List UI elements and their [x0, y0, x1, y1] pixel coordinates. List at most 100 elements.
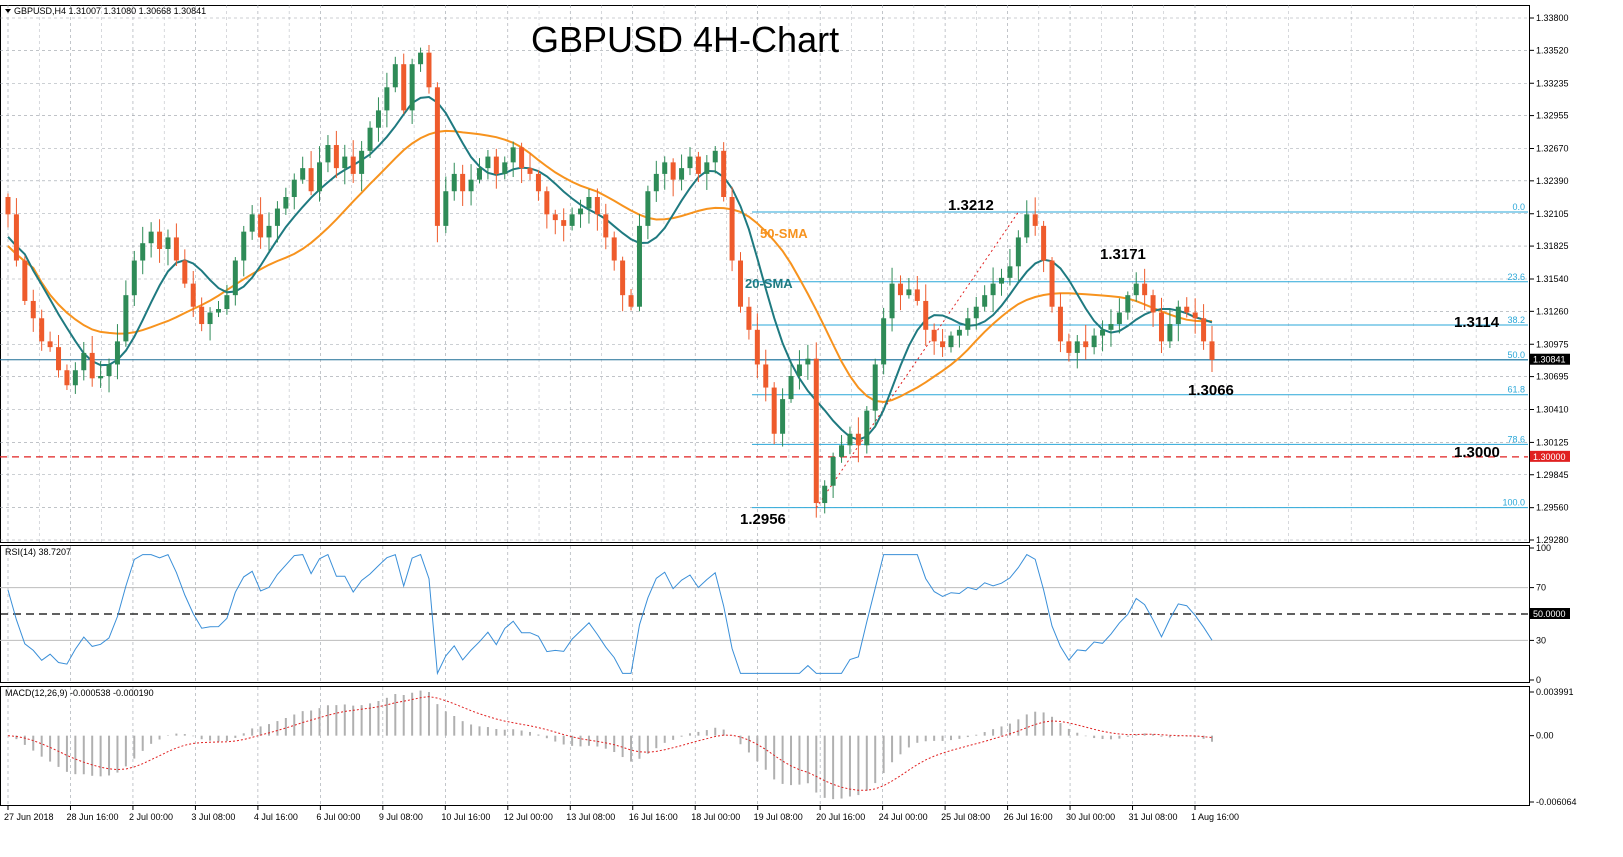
bear-candle — [746, 306, 752, 330]
bull-candle — [830, 456, 836, 486]
bear-candle — [39, 318, 45, 342]
bear-candle — [493, 156, 499, 174]
bull-candle — [98, 376, 104, 379]
bull-candle — [232, 260, 238, 296]
time-tick-label: 9 Jul 08:00 — [379, 812, 423, 822]
bull-candle — [375, 110, 381, 128]
price-tick-label: 1.30125 — [1536, 437, 1569, 447]
bull-candle — [872, 364, 878, 411]
fib-level-label: 0.0 — [1512, 202, 1525, 212]
level-price-tag: 1.30000 — [1530, 450, 1570, 462]
bear-candle — [721, 150, 727, 198]
bear-candle — [729, 197, 735, 261]
bear-candle — [914, 289, 920, 301]
bull-candle — [839, 445, 845, 457]
time-tick-label: 24 Jul 00:00 — [879, 812, 928, 822]
bull-candle — [443, 191, 449, 226]
level-layer — [0, 359, 1528, 458]
bull-candle — [1175, 306, 1181, 325]
bull-candle — [973, 306, 979, 319]
time-tick-label: 3 Jul 08:00 — [191, 812, 235, 822]
sma20-label: 20-SMA — [745, 276, 793, 291]
bull-candle — [704, 162, 710, 174]
bear-candle — [695, 156, 701, 174]
bull-candle — [283, 197, 289, 209]
time-tick-label: 10 Jul 16:00 — [441, 812, 490, 822]
time-tick-label: 4 Jul 16:00 — [254, 812, 298, 822]
bear-candle — [763, 364, 769, 388]
bull-candle — [864, 410, 870, 446]
bear-candle — [535, 173, 541, 192]
bull-candle — [847, 433, 853, 446]
bull-candle — [485, 156, 491, 169]
rsi-layer — [0, 553, 1528, 676]
bull-candle — [266, 225, 272, 238]
annotation-high-1-3212: 1.3212 — [948, 197, 994, 214]
time-tick-label: 16 Jul 16:00 — [629, 812, 678, 822]
time-tick-label: 18 Jul 00:00 — [691, 812, 740, 822]
price-tick-label: 1.31260 — [1536, 306, 1569, 316]
bull-candle — [990, 283, 996, 296]
time-tick-label: 13 Jul 08:00 — [566, 812, 615, 822]
bear-candle — [308, 168, 314, 192]
price-tick-label: 1.32105 — [1536, 209, 1569, 219]
bull-candle — [224, 295, 230, 310]
bull-candle — [780, 399, 786, 434]
fib-level-label: 38.2 — [1507, 315, 1525, 325]
bull-candle — [148, 231, 154, 244]
bear-candle — [931, 329, 937, 342]
bull-candle — [679, 168, 685, 180]
candle-layer — [5, 44, 1215, 518]
dropdown-triangle-icon — [5, 9, 11, 13]
bull-candle — [662, 162, 668, 174]
bear-candle — [855, 433, 861, 446]
bull-candle — [502, 162, 508, 174]
bull-candle — [468, 179, 474, 192]
bear-candle — [1066, 341, 1072, 353]
bull-candle — [207, 312, 213, 325]
bear-candle — [258, 214, 264, 238]
bull-candle — [300, 168, 306, 180]
axis-layer: 1.33800 1.33520 1.33235 1.32955 1.32670 1.323… — [4, 13, 1577, 822]
sma-layer — [7, 95, 1213, 441]
macd-tick-label: 0.003991 — [1536, 687, 1574, 697]
bull-candle — [384, 87, 390, 111]
bear-candle — [1192, 312, 1198, 319]
bear-candle — [199, 306, 205, 325]
bear-candle — [620, 260, 626, 296]
bull-candle — [409, 64, 415, 111]
bear-candle — [64, 370, 70, 386]
rsi-tick-label: 70 — [1536, 583, 1546, 593]
annotation-low-1-2956: 1.2956 — [740, 511, 786, 528]
bear-candle — [89, 352, 95, 379]
bull-candle — [325, 145, 331, 163]
current-price-tag-bg — [1530, 353, 1570, 365]
bull-candle — [215, 309, 221, 313]
current-price-tag-text: 1.30841 — [1533, 355, 1566, 365]
symbol-info-text: GBPUSD,H4 1.31007 1.31080 1.30668 1.3084… — [14, 6, 206, 16]
bull-candle — [418, 52, 424, 65]
bear-candle — [519, 147, 525, 169]
bear-candle — [5, 197, 11, 215]
bull-candle — [123, 295, 129, 342]
bear-candle — [771, 387, 777, 434]
time-tick-label: 30 Jul 00:00 — [1066, 812, 1115, 822]
bear-candle — [157, 231, 163, 249]
fib-level-label: 78.6 — [1507, 434, 1525, 444]
bear-candle — [1049, 260, 1055, 307]
bull-candle — [510, 147, 516, 163]
annotation-1-3000: 1.3000 — [1454, 444, 1500, 461]
price-tick-label: 1.30410 — [1536, 405, 1569, 415]
bull-candle — [1100, 329, 1106, 336]
bear-candle — [182, 260, 188, 284]
bull-candle — [653, 173, 659, 192]
time-tick-label: 12 Jul 00:00 — [504, 812, 553, 822]
bear-candle — [47, 341, 53, 348]
time-tick-label: 1 Aug 16:00 — [1191, 812, 1239, 822]
macd-panel-frame — [0, 686, 1530, 806]
bear-candle — [434, 87, 440, 226]
time-tick-label: 6 Jul 00:00 — [316, 812, 360, 822]
bear-candle — [527, 168, 533, 174]
bull-candle — [645, 191, 651, 226]
bull-candle — [578, 208, 584, 215]
